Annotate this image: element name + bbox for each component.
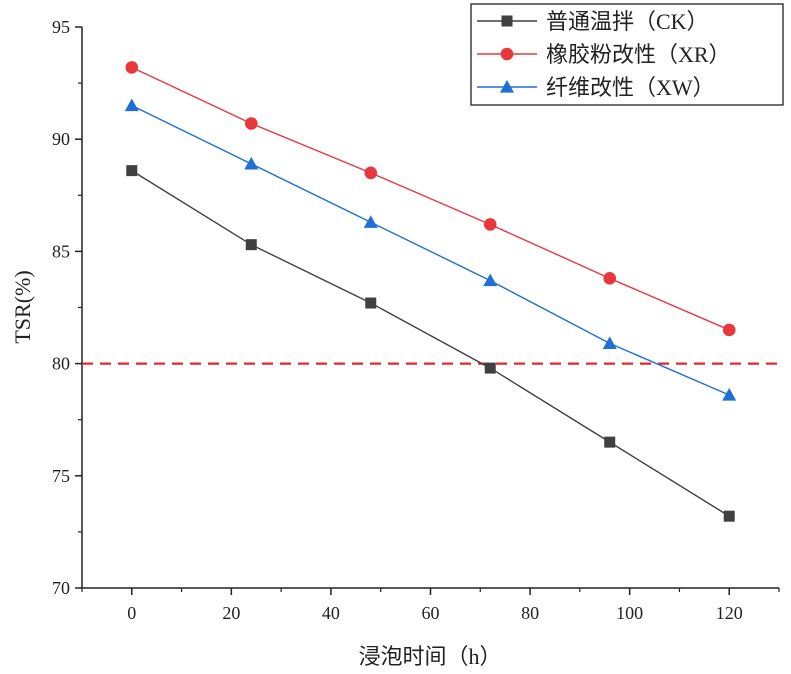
y-tick-label: 90 [52, 129, 70, 149]
x-tick-label: 0 [127, 603, 136, 623]
data-point [483, 273, 498, 287]
data-point [364, 166, 378, 180]
x-tick-label: 40 [322, 603, 340, 623]
data-point [722, 323, 736, 337]
series-1 [125, 61, 736, 337]
data-point [484, 362, 496, 374]
data-point [244, 156, 259, 170]
series-group [124, 61, 737, 522]
legend-marker [500, 80, 514, 93]
series-line [131, 104, 730, 396]
legend-label: 普通温拌（CK） [546, 9, 709, 34]
legend-label: 橡胶粉改性（XR） [546, 42, 731, 67]
series-line [131, 66, 730, 331]
data-point [126, 165, 138, 177]
data-point [603, 272, 617, 285]
series-line [131, 170, 730, 517]
data-point [602, 336, 617, 350]
x-tick-label: 80 [521, 603, 539, 623]
y-tick-label: 75 [52, 466, 70, 486]
data-point [722, 388, 737, 401]
y-tick-label: 70 [52, 578, 70, 598]
axes: 70 75 80 85 90 95 0 20 40 60 80 100 120 [52, 17, 780, 623]
x-tick-label: 100 [616, 603, 643, 623]
x-tick-label: 60 [422, 603, 440, 623]
series-0 [126, 165, 735, 522]
legend-marker [501, 15, 513, 27]
series-2 [124, 98, 737, 401]
data-point [245, 239, 257, 251]
data-point [483, 218, 497, 231]
y-tick-label: 95 [52, 17, 70, 37]
legend-marker [500, 47, 514, 61]
x-tick-label: 120 [716, 603, 743, 623]
data-point [604, 436, 616, 448]
x-axis-title: 浸泡时间（h） [358, 644, 501, 669]
y-tick-label: 80 [52, 354, 70, 374]
data-point [363, 215, 378, 228]
y-tick-label: 85 [52, 241, 70, 261]
data-point [244, 117, 258, 130]
x-tick-label: 20 [222, 603, 240, 623]
legend: 普通温拌（CK） 橡胶粉改性（XR） 纤维改性（XW） [470, 3, 784, 106]
data-point [723, 510, 735, 522]
data-point [365, 297, 377, 309]
y-axis-title: TSR(%) [10, 270, 35, 343]
legend-label: 纤维改性（XW） [546, 75, 715, 100]
data-point [125, 61, 139, 74]
data-point [124, 98, 139, 112]
